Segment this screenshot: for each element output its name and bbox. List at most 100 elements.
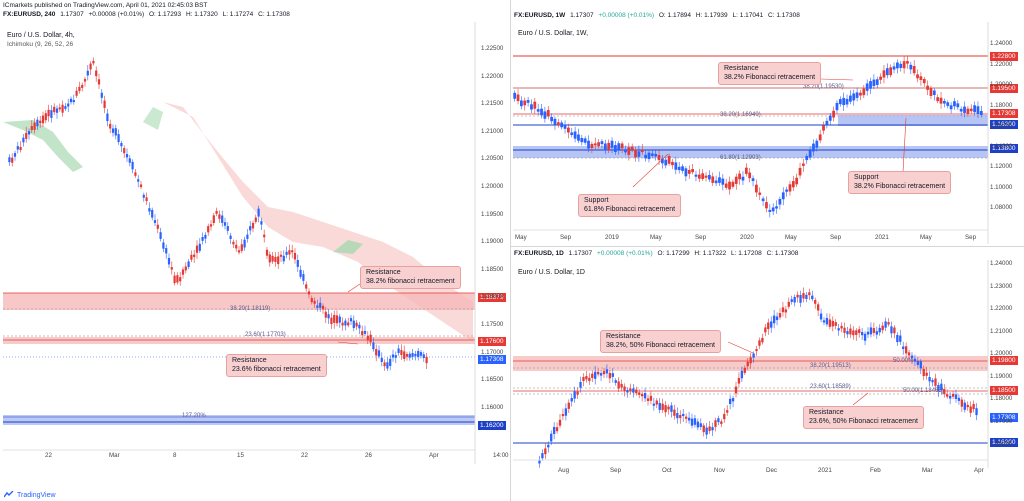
- publish-line: ICmarkets published on TradingView.com, …: [3, 2, 208, 9]
- candle: [863, 333, 867, 341]
- candle: [573, 131, 577, 139]
- candle: [8, 157, 11, 163]
- w-fib-382a: 38.20(1.19530): [803, 84, 844, 90]
- candle: [793, 296, 796, 303]
- y-tick-label: 1.21000: [990, 327, 1013, 335]
- candle: [103, 100, 106, 108]
- quote-close: C: 1.17308: [258, 10, 290, 18]
- candle: [814, 299, 817, 304]
- candle: [408, 353, 411, 358]
- candle: [696, 421, 700, 428]
- y-tick-label: 1.14000: [990, 142, 1013, 150]
- candle: [279, 254, 283, 257]
- candle: [798, 167, 802, 176]
- candle: [577, 134, 580, 141]
- candle: [822, 125, 825, 131]
- y-tick-label: 1.18500: [481, 265, 504, 273]
- candles-4h: [8, 57, 428, 372]
- x-tick-label: Feb: [870, 467, 881, 474]
- candle: [201, 236, 204, 241]
- symbol-label: FX:EURUSD, 240: [3, 10, 56, 18]
- candle: [658, 402, 661, 410]
- chart-4h-canvas[interactable]: [3, 22, 508, 464]
- candle: [533, 101, 537, 109]
- candle: [139, 184, 143, 188]
- price-tag-117600: 1.17600: [478, 337, 506, 346]
- candle: [714, 180, 718, 184]
- candle: [22, 137, 25, 143]
- candle: [13, 153, 17, 157]
- ann-text: 23.6% fibonacci retracement: [232, 365, 321, 373]
- candle: [743, 367, 746, 373]
- candle: [195, 245, 199, 253]
- candle: [544, 448, 547, 455]
- candle: [705, 427, 708, 435]
- candle: [702, 425, 705, 433]
- candle: [896, 62, 899, 69]
- x-tick-label: Mar: [109, 452, 120, 459]
- candle: [758, 192, 762, 195]
- candle: [687, 169, 691, 174]
- candle: [677, 166, 681, 171]
- candle: [869, 327, 873, 335]
- candle: [644, 154, 647, 159]
- candle: [815, 140, 819, 148]
- chart-1d-canvas[interactable]: [513, 260, 1021, 468]
- y-tick-label: 1.20500: [481, 155, 504, 163]
- x-tick-label: 2020: [740, 234, 754, 241]
- candle: [717, 418, 720, 423]
- candle: [832, 110, 835, 118]
- w-open: O: 1.17894: [658, 12, 692, 19]
- price-tag-current: 1.17308: [478, 355, 506, 364]
- candle: [845, 98, 849, 105]
- candle: [976, 106, 980, 115]
- candle: [671, 161, 674, 166]
- candle: [599, 373, 603, 376]
- candle: [740, 370, 744, 379]
- w-fib-618: 61.80(1.12903): [720, 155, 761, 161]
- quote-last: 1.17307: [60, 10, 84, 18]
- candle: [869, 81, 872, 89]
- chart-4h[interactable]: [3, 22, 508, 464]
- w-high: H: 1.17939: [695, 12, 728, 19]
- candle: [650, 153, 654, 156]
- candle: [858, 329, 861, 333]
- candle: [573, 391, 576, 399]
- candle: [397, 348, 400, 353]
- candle: [131, 161, 134, 170]
- candle: [865, 83, 869, 91]
- x-tick-label: Sep: [560, 234, 572, 241]
- candle: [27, 131, 31, 135]
- candle: [165, 248, 168, 254]
- candle: [403, 351, 406, 359]
- chart-1d[interactable]: [513, 260, 1021, 468]
- candle: [751, 178, 755, 182]
- d-high: H: 1.17322: [694, 250, 727, 257]
- candle: [954, 394, 958, 399]
- candle: [218, 214, 221, 219]
- candle: [697, 174, 701, 179]
- candle: [922, 78, 926, 84]
- candle: [282, 255, 285, 262]
- ann-title: Support: [584, 197, 609, 204]
- candle: [778, 198, 782, 205]
- candle: [916, 361, 920, 365]
- candle: [39, 120, 42, 124]
- candle: [657, 155, 661, 161]
- y-tick-label: 1.22000: [481, 72, 504, 80]
- y-tick-label: 1.23000: [990, 282, 1013, 290]
- x-tick-label: 2021: [875, 234, 889, 241]
- candle: [319, 302, 322, 308]
- tradingview-logo[interactable]: TradingView: [4, 491, 56, 499]
- x-tick-label: 22: [45, 452, 52, 459]
- candle: [570, 397, 573, 402]
- candle: [866, 331, 870, 335]
- chart-1w-canvas[interactable]: [513, 22, 1021, 244]
- candle: [852, 330, 855, 336]
- candle: [541, 453, 544, 459]
- y-tick-label: 1.19000: [481, 238, 504, 246]
- candle: [369, 334, 372, 343]
- candle: [620, 143, 624, 149]
- ann-text: 38.2%, 50% Fibonacci retracement: [606, 341, 715, 349]
- candle: [176, 275, 179, 283]
